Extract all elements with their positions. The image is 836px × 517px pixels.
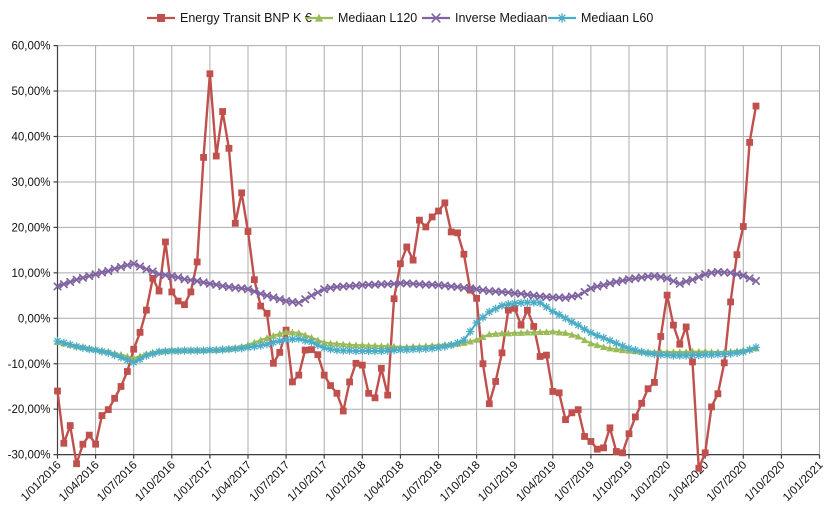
legend-label: Inverse Mediaan: [455, 11, 548, 25]
x-tick-label: 1/10/2019: [590, 459, 635, 504]
x-tick-label: 1/04/2019: [514, 459, 559, 504]
x-tick-label: 1/07/2020: [705, 459, 750, 504]
series-inverse-mediaan-markers: [53, 259, 761, 307]
series-mediaan-l120-markers: [53, 327, 760, 362]
x-tick-label: 1/07/2017: [248, 459, 293, 504]
y-tick-label: -10,00%: [8, 359, 51, 371]
legend-sample-x-icon: [422, 13, 450, 23]
y-tick-label: -20,00%: [8, 404, 51, 416]
x-tick-label: 1/07/2018: [400, 459, 445, 504]
series-energy-transit-bnp-k-markers: [54, 70, 760, 472]
x-tick-label: 1/01/2019: [476, 459, 521, 504]
x-tick-label: 1/01/2017: [171, 459, 216, 504]
series-mediaan-l120: [53, 327, 760, 362]
x-tick-label: 1/01/2021: [781, 459, 826, 504]
series-energy-transit-bnp-k: [54, 70, 760, 472]
x-tick-label: 1/10/2017: [286, 459, 331, 504]
x-tick-label: 1/10/2018: [438, 459, 483, 504]
x-tick-label: 1/07/2019: [552, 459, 597, 504]
legend-item-mediaan-l120: Mediaan L120: [304, 8, 417, 28]
x-tick-label: 1/01/2016: [19, 459, 64, 504]
x-tick-label: 1/04/2018: [362, 459, 407, 504]
y-tick-label: 40,00%: [11, 132, 50, 144]
legend-label: Mediaan L120: [338, 11, 418, 25]
y-tick-label: 10,00%: [11, 268, 50, 280]
chart-legend: Energy Transit BNP K € Mediaan L120 Inve…: [0, 8, 836, 30]
x-tick-label: 1/01/2018: [324, 459, 369, 504]
series-inverse-mediaan: [53, 259, 761, 307]
x-tick-label: 1/10/2016: [133, 459, 178, 504]
legend-label: Energy Transit BNP K €: [180, 11, 312, 25]
series-mediaan-l60-markers: [53, 298, 761, 367]
legend-item-energy-transit: Energy Transit BNP K €: [146, 8, 312, 28]
series-mediaan-l60: [53, 298, 761, 367]
legend-sample-square-icon: [147, 14, 175, 22]
y-tick-label: 0,00%: [18, 313, 51, 325]
x-tick-label: 1/04/2017: [209, 459, 254, 504]
x-tick-label: 1/01/2020: [629, 459, 674, 504]
y-tick-label: 50,00%: [11, 86, 50, 98]
legend-sample-asterisk-icon: [548, 13, 576, 23]
y-tick-label: -30,00%: [8, 450, 51, 462]
x-tick-label: 1/07/2016: [95, 459, 140, 504]
legend-item-inverse-mediaan: Inverse Mediaan: [421, 8, 547, 28]
legend-item-mediaan-l60: Mediaan L60: [547, 8, 653, 28]
x-tick-label: 1/10/2020: [743, 459, 788, 504]
x-tick-label: 1/04/2020: [667, 459, 712, 504]
y-tick-label: 60,00%: [11, 41, 50, 53]
y-tick-label: 20,00%: [11, 222, 50, 234]
legend-label: Mediaan L60: [581, 11, 654, 25]
y-tick-label: 30,00%: [11, 177, 50, 189]
gridlines: [57, 45, 820, 456]
legend-sample-triangle-icon: [305, 13, 333, 22]
